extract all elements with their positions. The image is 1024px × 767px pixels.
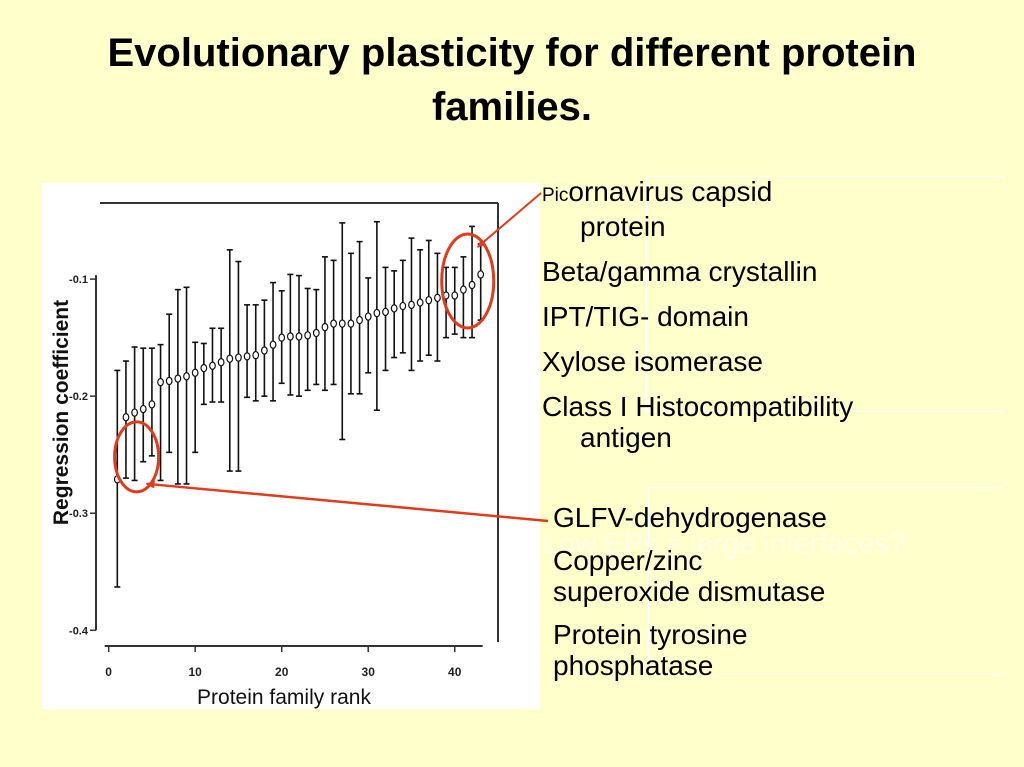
data-point — [113, 475, 121, 484]
data-point — [312, 328, 320, 338]
data-point — [235, 353, 242, 362]
list-item-continuation: phosphatase — [553, 650, 714, 681]
x-tick-label: 40 — [448, 665, 462, 679]
y-tick-label: -0.4 — [69, 625, 89, 637]
data-point — [295, 332, 303, 341]
data-point — [131, 408, 139, 417]
data-point — [269, 340, 277, 349]
data-point — [183, 372, 190, 381]
regression-chart: 0 10 20 30 40 -0.4 -0.3 -0.2 -0.1 Protein family … — [50, 202, 499, 709]
data-point — [408, 300, 415, 310]
list-item-label: Class I Histocompatibility — [542, 391, 854, 422]
list-item: Xylose isomerase — [542, 346, 763, 377]
data-point — [459, 285, 467, 294]
data-point — [364, 312, 372, 321]
x-tick-label: 20 — [275, 665, 289, 679]
data-point — [278, 333, 286, 342]
data-point — [217, 358, 225, 367]
list-item-continuation: antigen — [580, 422, 672, 453]
data-point — [425, 295, 433, 305]
list-item-continuation: superoxide dismutase — [553, 576, 826, 607]
data-point — [200, 363, 208, 373]
data-point — [390, 304, 398, 313]
ghost-box — [646, 176, 1004, 412]
slide-title: Evolutionary plasticity for different pr… — [107, 31, 917, 129]
x-axis-label: Protein family rank — [197, 686, 371, 709]
data-point — [157, 377, 164, 387]
low-plasticity-list: GLFV-dehydrogenase Copper/zinc superoxid… — [553, 502, 983, 693]
x-tick-label: 10 — [188, 665, 202, 679]
list-item-label: Protein tyrosine — [553, 619, 748, 650]
data-point — [260, 346, 268, 355]
y-tick-label: -0.1 — [69, 274, 88, 286]
y-tick-label: -0.2 — [69, 391, 88, 403]
data-point — [477, 270, 485, 279]
data-point — [139, 404, 147, 414]
data-point — [373, 308, 381, 318]
data-point — [165, 376, 173, 386]
list-item: IPT/TIG- domain — [542, 301, 749, 332]
list-item-label: Copper/zinc — [553, 545, 703, 576]
list-item: Copper/zinc superoxide dismutase — [553, 545, 983, 607]
list-item-label: ornavirus capsid — [568, 176, 773, 207]
data-point — [356, 315, 363, 325]
data-point — [191, 368, 199, 377]
list-item: Protein tyrosine phosphatase — [553, 619, 983, 681]
chart-panel: 0 10 20 30 40 -0.4 -0.3 -0.2 -0.1 Protein family … — [42, 183, 540, 709]
data-point — [434, 293, 441, 303]
data-point — [252, 350, 260, 360]
list-item-prefix: Pic — [542, 185, 569, 206]
data-point — [382, 307, 389, 317]
list-item: Beta/gamma crystallin — [542, 256, 818, 287]
data-point — [174, 374, 182, 383]
list-item: GLFV-dehydrogenase — [553, 502, 827, 533]
data-point — [209, 361, 216, 370]
data-point — [243, 352, 251, 361]
ghost-text: Low EPs = large interfaces? — [543, 528, 905, 560]
data-point — [330, 319, 338, 328]
x-tick-label: 30 — [362, 665, 376, 679]
data-point — [321, 322, 329, 332]
data-point — [338, 319, 346, 328]
data-point — [122, 413, 130, 422]
data-point — [347, 319, 355, 328]
list-item: Picornavirus capsid protein — [542, 176, 1012, 242]
y-axis-label: Regression coefficient — [50, 300, 73, 525]
list-item: Class I Histocompatibility antigen — [542, 391, 1012, 453]
data-point — [148, 400, 156, 409]
data-point — [451, 291, 459, 300]
x-tick-label: 0 — [105, 665, 112, 679]
data-point — [442, 291, 450, 300]
data-point — [416, 298, 424, 307]
ghost-box — [648, 487, 1002, 675]
data-point — [226, 354, 234, 363]
high-plasticity-list: Picornavirus capsid protein Beta/gamma c… — [542, 176, 1012, 467]
data-point — [468, 280, 476, 290]
data-point — [304, 331, 312, 340]
data-point — [399, 301, 407, 311]
y-tick-label: -0.3 — [69, 508, 88, 520]
list-item-continuation: protein — [580, 211, 666, 242]
data-point — [286, 332, 294, 341]
